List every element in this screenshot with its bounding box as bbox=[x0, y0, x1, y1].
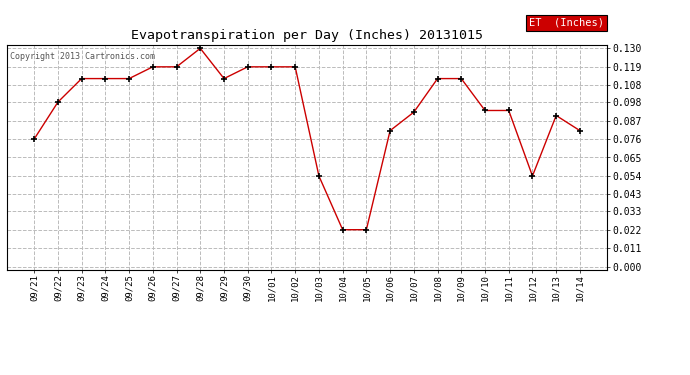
Text: Copyright 2013 Cartronics.com: Copyright 2013 Cartronics.com bbox=[10, 52, 155, 61]
Text: ET  (Inches): ET (Inches) bbox=[529, 18, 604, 28]
Title: Evapotranspiration per Day (Inches) 20131015: Evapotranspiration per Day (Inches) 2013… bbox=[131, 30, 483, 42]
